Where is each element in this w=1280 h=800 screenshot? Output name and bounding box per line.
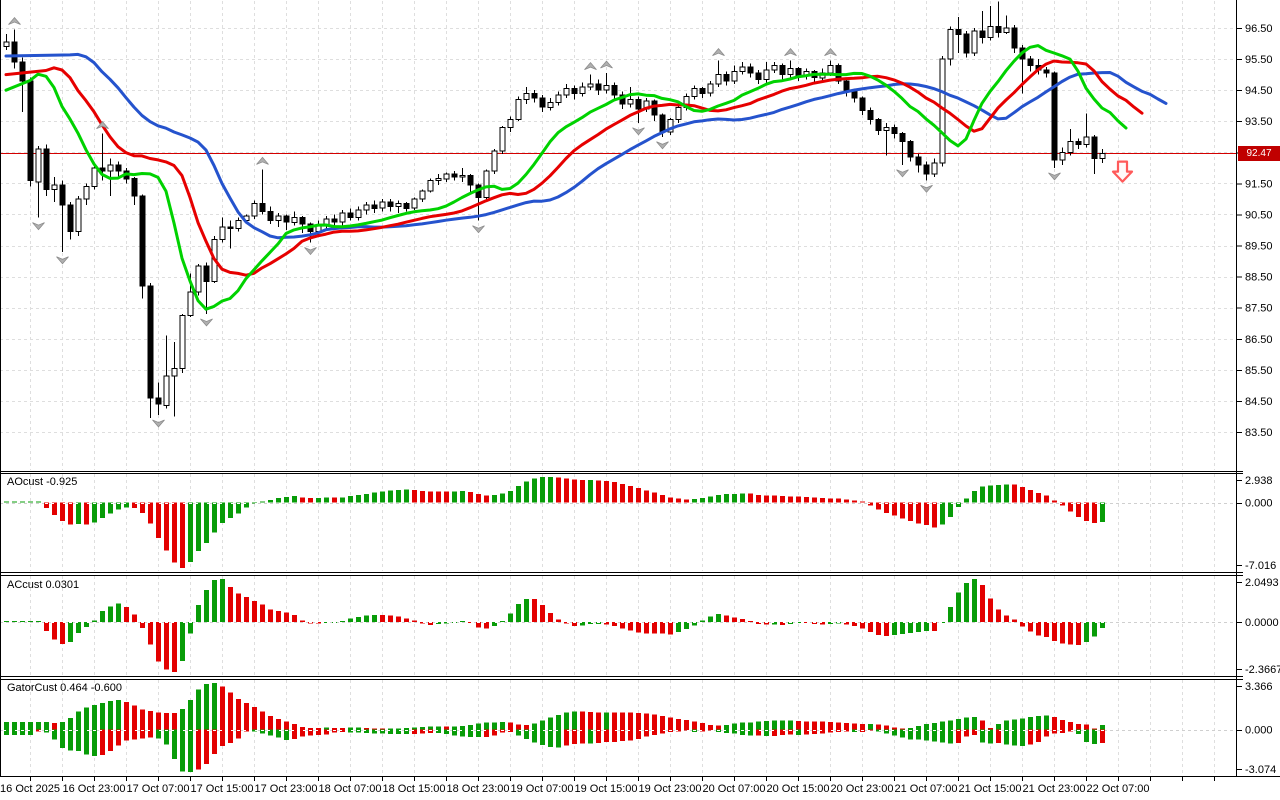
fractal-down-icon [632, 127, 645, 136]
fractal-up-icon [96, 121, 109, 130]
svg-text:16 Oct 2025: 16 Oct 2025 [0, 783, 60, 795]
svg-text:93.50: 93.50 [1245, 116, 1273, 128]
svg-text:90.50: 90.50 [1245, 209, 1273, 221]
svg-text:17 Oct 15:00: 17 Oct 15:00 [191, 783, 254, 795]
fractal-down-icon [920, 184, 933, 193]
ac-indicator-label: ACcust 0.0301 [7, 579, 80, 591]
fractal-down-icon [896, 169, 909, 178]
svg-text:17 Oct 23:00: 17 Oct 23:00 [255, 783, 318, 795]
svg-text:0.000: 0.000 [1245, 498, 1273, 510]
fractals-layer [8, 16, 1061, 428]
svg-text:84.50: 84.50 [1245, 396, 1273, 408]
fractal-down-icon [32, 222, 45, 231]
fractal-up-icon [8, 16, 21, 25]
alligator-teeth-line [4, 59, 1144, 277]
svg-text:18 Oct 15:00: 18 Oct 15:00 [383, 783, 446, 795]
svg-text:21 Oct 07:00: 21 Oct 07:00 [895, 783, 958, 795]
fractal-up-icon [784, 48, 797, 57]
svg-text:21 Oct 15:00: 21 Oct 15:00 [959, 783, 1022, 795]
fractal-up-icon [712, 48, 725, 57]
svg-text:18 Oct 23:00: 18 Oct 23:00 [447, 783, 510, 795]
chart-borders [0, 0, 1280, 777]
candles-layer [3, 1, 1106, 419]
svg-text:87.50: 87.50 [1245, 303, 1273, 315]
current-price-badge: 92.47 [1238, 146, 1280, 161]
fractal-up-icon [256, 156, 269, 165]
svg-text:88.50: 88.50 [1245, 272, 1273, 284]
fractal-down-icon [472, 225, 485, 234]
svg-text:85.50: 85.50 [1245, 365, 1273, 377]
gator-indicator-label: GatorCust 0.464 -0.600 [7, 682, 122, 694]
fractal-up-icon [600, 60, 613, 69]
sell-signal-arrow-icon [1111, 160, 1134, 183]
alligator-jaw-line [4, 52, 1168, 240]
svg-text:19 Oct 15:00: 19 Oct 15:00 [575, 783, 638, 795]
svg-text:94.50: 94.50 [1245, 85, 1273, 97]
time-axis[interactable]: 16 Oct 2025 16 Oct 23:00 17 Oct 07:00 17 Oc… [0, 777, 1215, 795]
svg-text:21 Oct 23:00: 21 Oct 23:00 [1023, 783, 1086, 795]
svg-text:95.50: 95.50 [1245, 54, 1273, 66]
svg-text:0.000: 0.000 [1245, 725, 1273, 737]
svg-text:96.50: 96.50 [1245, 23, 1273, 35]
gator-histogram [4, 683, 1105, 772]
svg-text:-2.3667: -2.3667 [1245, 664, 1280, 676]
svg-text:16 Oct 23:00: 16 Oct 23:00 [63, 783, 126, 795]
ao-indicator-label: AOcust -0.925 [7, 476, 78, 488]
svg-text:91.50: 91.50 [1245, 178, 1273, 190]
fractal-down-icon [1048, 172, 1061, 181]
svg-text:83.50: 83.50 [1245, 427, 1273, 439]
price-axis[interactable]: 96.5095.5094.5093.5092.5091.5090.5089.50… [1237, 23, 1280, 776]
svg-text:20 Oct 07:00: 20 Oct 07:00 [703, 783, 766, 795]
svg-text:-3.074: -3.074 [1245, 764, 1276, 776]
svg-text:3.366: 3.366 [1245, 681, 1273, 693]
svg-text:86.50: 86.50 [1245, 334, 1273, 346]
svg-text:-7.016: -7.016 [1245, 560, 1276, 572]
svg-text:2.0493: 2.0493 [1245, 577, 1279, 589]
grid-layer [0, 1, 1237, 775]
ac-histogram [4, 579, 1105, 672]
svg-text:89.50: 89.50 [1245, 241, 1273, 253]
svg-text:0.0000: 0.0000 [1245, 617, 1279, 629]
alligator-layer [4, 44, 1168, 311]
svg-text:19 Oct 07:00: 19 Oct 07:00 [511, 783, 574, 795]
fractal-down-icon [656, 141, 669, 150]
ao-histogram [4, 477, 1105, 568]
fractal-down-icon [152, 419, 165, 428]
svg-text:20 Oct 15:00: 20 Oct 15:00 [767, 783, 830, 795]
svg-text:22 Oct 07:00: 22 Oct 07:00 [1087, 783, 1150, 795]
fractal-up-icon [824, 48, 837, 57]
zero-line-overlay [0, 503, 1237, 731]
svg-text:18 Oct 07:00: 18 Oct 07:00 [319, 783, 382, 795]
fractal-down-icon [304, 247, 317, 256]
alligator-lips-line [4, 44, 1128, 311]
svg-text:2.938: 2.938 [1245, 475, 1273, 487]
svg-text:17 Oct 07:00: 17 Oct 07:00 [127, 783, 190, 795]
fractal-down-icon [56, 256, 69, 265]
svg-text:20 Oct 23:00: 20 Oct 23:00 [831, 783, 894, 795]
fractal-down-icon [200, 318, 213, 327]
fractal-up-icon [584, 62, 597, 70]
svg-text:19 Oct 23:00: 19 Oct 23:00 [639, 783, 702, 795]
